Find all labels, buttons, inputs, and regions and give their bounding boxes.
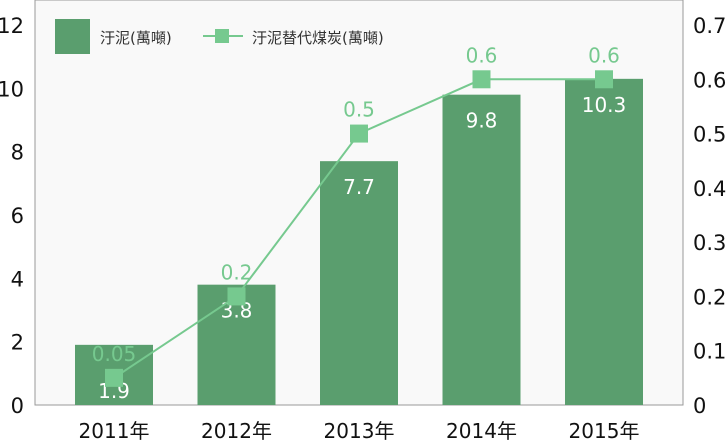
right-tick-label: 0.1 bbox=[693, 340, 726, 364]
right-tick-label: 0 bbox=[693, 394, 706, 418]
line-marker bbox=[472, 70, 491, 89]
x-tick-label: 2014年 bbox=[446, 419, 517, 441]
line-data-label: 0.6 bbox=[466, 43, 498, 67]
left-axis: 0 2 4 6 8 10 12 bbox=[0, 14, 24, 418]
right-tick-label: 0.3 bbox=[693, 231, 726, 255]
line-data-label: 0.5 bbox=[343, 98, 375, 122]
right-tick-label: 0.7 bbox=[693, 14, 726, 38]
line-data-label: 0.2 bbox=[221, 260, 253, 284]
legend-swatch-bar bbox=[55, 19, 90, 54]
bar-data-label: 9.8 bbox=[466, 109, 498, 133]
right-tick-label: 0.4 bbox=[693, 177, 726, 201]
x-axis: 2011年 2012年 2013年 2014年 2015年 bbox=[79, 419, 640, 443]
x-tick-label: 2015年 bbox=[569, 419, 640, 441]
line-series: 0.05 0.2 0.5 0.6 0.6 bbox=[92, 43, 620, 387]
bar-data-label: 7.7 bbox=[343, 175, 375, 199]
line-data-label: 0.05 bbox=[92, 342, 137, 366]
x-tick-label: 2011年 bbox=[79, 419, 150, 441]
line-marker bbox=[227, 287, 246, 306]
left-tick-label: 10 bbox=[0, 77, 24, 101]
left-tick-label: 4 bbox=[11, 267, 24, 291]
legend-label-bar: 汙泥(萬噸) bbox=[100, 29, 172, 47]
bar-data-label: 10.3 bbox=[582, 93, 627, 117]
right-tick-label: 0.2 bbox=[693, 285, 726, 309]
left-tick-label: 12 bbox=[0, 14, 24, 38]
right-axis: 0 0.1 0.2 0.3 0.4 0.5 0.6 0.7 bbox=[693, 14, 726, 418]
line-marker bbox=[350, 124, 368, 143]
left-tick-label: 0 bbox=[11, 394, 24, 418]
bar bbox=[442, 94, 521, 406]
legend-marker bbox=[215, 29, 229, 43]
right-tick-label: 0.5 bbox=[693, 123, 726, 147]
bar bbox=[320, 161, 398, 405]
line-marker bbox=[105, 368, 123, 387]
line-marker bbox=[595, 70, 613, 89]
x-tick-label: 2012年 bbox=[201, 419, 272, 441]
bar bbox=[565, 78, 643, 405]
line-data-label: 0.6 bbox=[588, 43, 620, 67]
left-tick-label: 6 bbox=[11, 204, 24, 228]
legend-label-line: 汙泥替代煤炭(萬噸) bbox=[252, 29, 384, 47]
x-tick-label: 2013年 bbox=[324, 419, 395, 441]
legend: 汙泥(萬噸) 汙泥替代煤炭(萬噸) bbox=[55, 19, 384, 54]
left-tick-label: 2 bbox=[11, 331, 24, 355]
left-tick-label: 8 bbox=[11, 141, 24, 165]
right-tick-label: 0.6 bbox=[693, 68, 726, 92]
